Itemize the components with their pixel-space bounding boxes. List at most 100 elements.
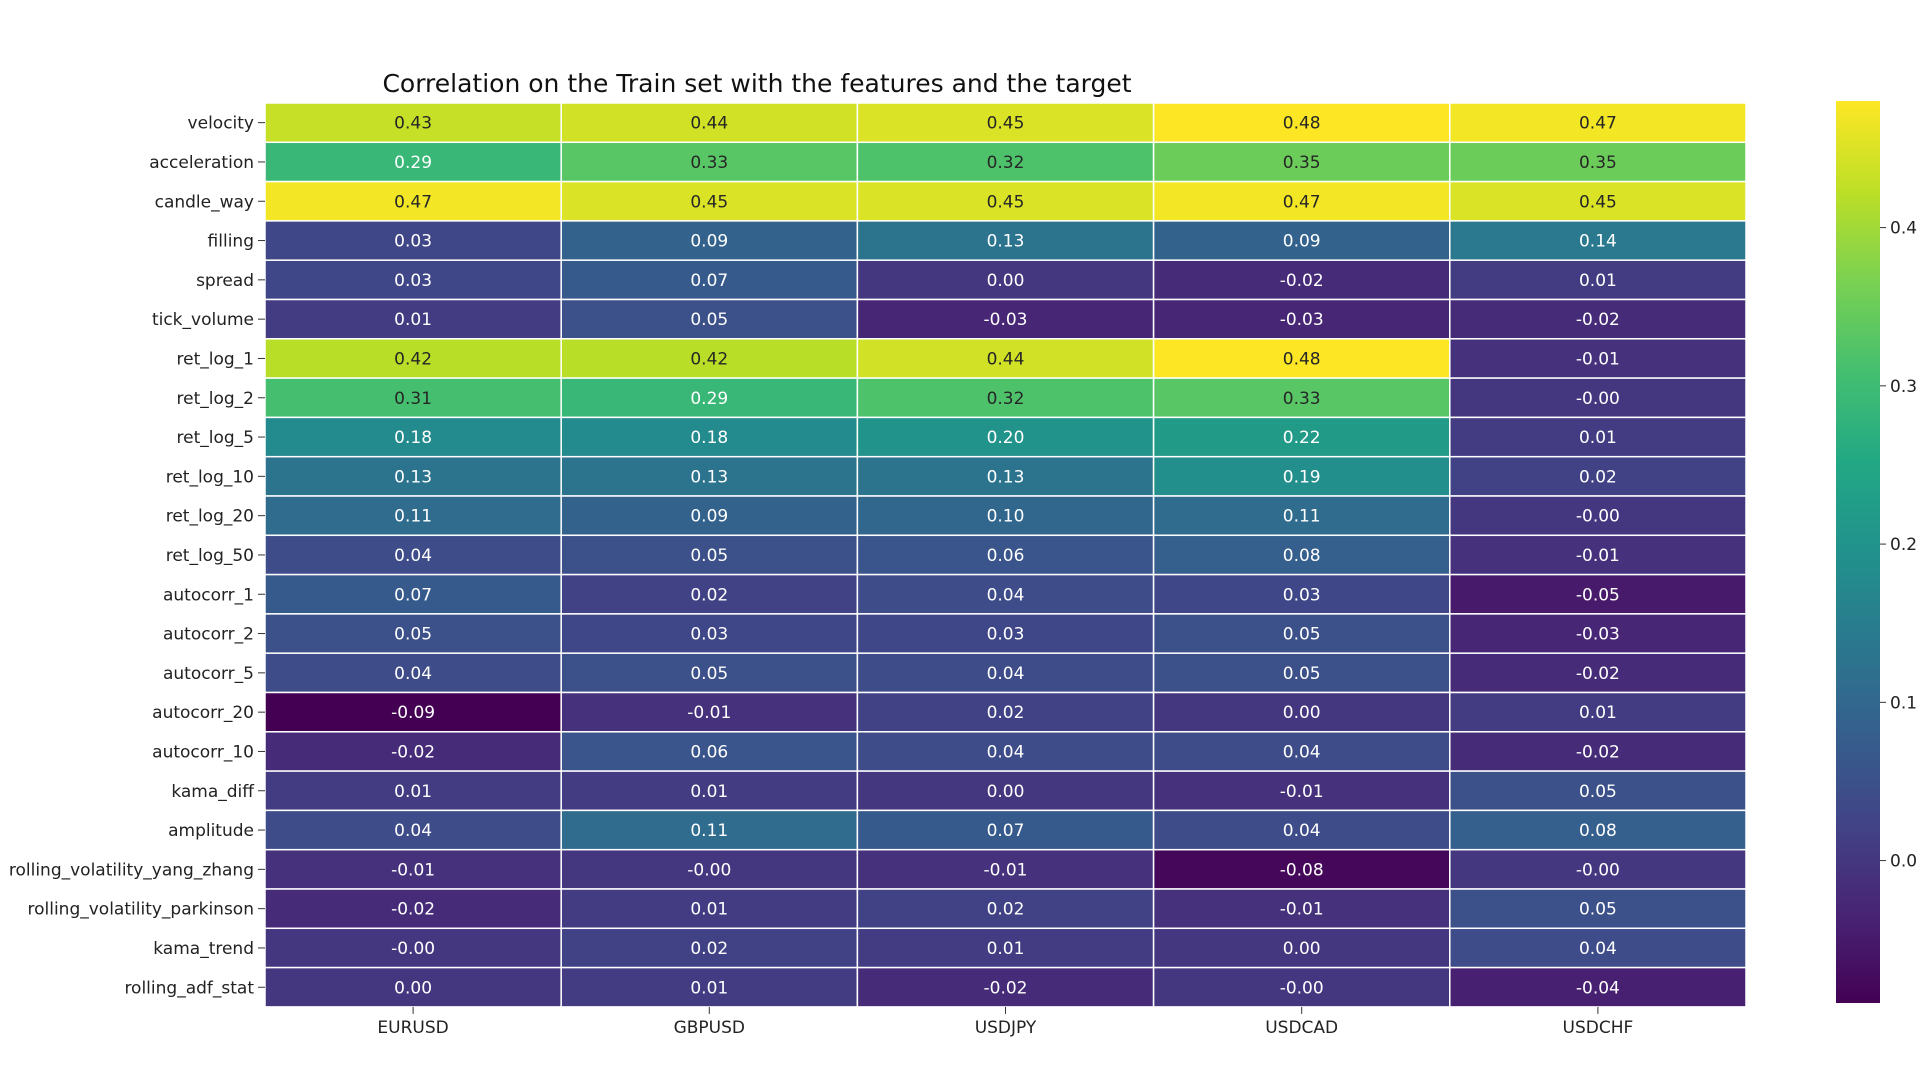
- row-label: filling: [208, 232, 254, 252]
- cell-value-label: 0.14: [1579, 232, 1617, 252]
- heatmap-cell: [560, 652, 859, 694]
- heatmap-cell: [560, 102, 859, 144]
- cell-value-label: 0.00: [987, 271, 1025, 291]
- heatmap-cell: [264, 102, 562, 144]
- heatmap-cell: [1449, 377, 1747, 419]
- heatmap-cell: [560, 298, 859, 340]
- cell-value-label: 0.29: [690, 389, 728, 409]
- heatmap-cell: [264, 338, 562, 379]
- cell-value-label: -0.00: [1280, 978, 1324, 998]
- heatmap-cell: [856, 102, 1155, 144]
- row-label: ret_log_5: [177, 428, 254, 448]
- cell-value-label: 0.45: [1579, 192, 1617, 212]
- cell-value-label: -0.08: [1280, 860, 1324, 880]
- cell-value-label: -0.09: [391, 703, 435, 723]
- cell-value-label: 0.04: [394, 821, 432, 841]
- heatmap-cell: [1152, 848, 1451, 890]
- row-label: ret_log_2: [177, 389, 254, 409]
- row-label: amplitude: [168, 821, 254, 841]
- heatmap-cell: [264, 809, 562, 851]
- cell-value-label: 0.03: [394, 271, 432, 291]
- row-label: candle_way: [155, 192, 254, 212]
- cell-value-label: 0.01: [1579, 703, 1617, 723]
- row-label: autocorr_1: [163, 585, 254, 605]
- column-label: USDCAD: [1265, 1018, 1338, 1038]
- cell-value-label: -0.04: [1576, 978, 1620, 998]
- heatmap-cell: [264, 613, 562, 654]
- heatmap-cell: [1152, 455, 1451, 497]
- cell-value-label: 0.48: [1283, 349, 1321, 369]
- heatmap-cell: [560, 848, 859, 890]
- heatmap-cell: [856, 141, 1155, 183]
- cell-value-label: 0.42: [394, 349, 432, 369]
- cell-value-label: 0.47: [394, 192, 432, 212]
- cell-value-label: 0.33: [1283, 389, 1321, 409]
- heatmap-cell: [560, 770, 859, 812]
- heatmap-cell: [1152, 691, 1451, 733]
- heatmap-cell: [856, 888, 1155, 930]
- cell-value-label: 0.43: [394, 114, 432, 134]
- heatmap-cell: [856, 652, 1155, 694]
- column-label: USDJPY: [975, 1018, 1037, 1038]
- row-label: tick_volume: [152, 310, 254, 330]
- heatmap-cell: [1449, 848, 1747, 890]
- heatmap-cell: [856, 298, 1155, 340]
- heatmap-cell: [856, 613, 1155, 654]
- cell-value-label: 0.07: [394, 585, 432, 605]
- heatmap-cell: [1449, 691, 1747, 733]
- cell-value-label: 0.08: [1579, 821, 1617, 841]
- heatmap-cell: [1449, 416, 1747, 458]
- cell-value-label: -0.02: [984, 978, 1028, 998]
- colorbar-tick-label: 0.2: [1890, 535, 1917, 555]
- cell-value-label: 0.13: [394, 467, 432, 487]
- heatmap-cell: [856, 966, 1155, 1008]
- cell-value-label: 0.05: [690, 310, 728, 330]
- heatmap-cell: [1449, 455, 1747, 497]
- heatmap-cell: [1152, 534, 1451, 576]
- cell-value-label: 0.04: [394, 664, 432, 684]
- cell-value-label: -0.02: [1576, 742, 1620, 762]
- heatmap-cell: [560, 220, 859, 261]
- cell-value-label: 0.10: [987, 507, 1025, 527]
- heatmap-cell: [1449, 652, 1747, 694]
- cell-value-label: 0.13: [690, 467, 728, 487]
- row-label: autocorr_5: [163, 664, 254, 684]
- cell-value-label: 0.02: [987, 900, 1025, 920]
- colorbar-tick-label: 0.1: [1890, 693, 1917, 713]
- colorbar-tick-label: 0.3: [1890, 377, 1917, 397]
- heatmap-cell: [1449, 927, 1747, 969]
- cell-value-label: 0.01: [690, 978, 728, 998]
- cell-value-label: -0.03: [1280, 310, 1324, 330]
- heatmap-cell: [856, 731, 1155, 772]
- heatmap-cell: [856, 848, 1155, 890]
- cell-value-label: 0.32: [987, 153, 1025, 173]
- cell-value-label: 0.06: [987, 546, 1025, 566]
- column-label: EURUSD: [377, 1018, 448, 1038]
- heatmap-cell: [1449, 141, 1747, 183]
- row-label: spread: [196, 271, 254, 291]
- heatmap-cell: [560, 927, 859, 969]
- heatmap-cell: [1449, 613, 1747, 654]
- cell-value-label: -0.01: [1280, 782, 1324, 802]
- cell-value-label: 0.09: [690, 232, 728, 252]
- cell-value-label: 0.45: [987, 192, 1025, 212]
- row-label: ret_log_1: [177, 349, 254, 369]
- cell-value-label: 0.05: [1579, 782, 1617, 802]
- heatmap-cell: [560, 180, 859, 222]
- cell-value-label: 0.44: [690, 114, 728, 134]
- row-label: rolling_adf_stat: [124, 978, 254, 998]
- heatmap-cell: [1152, 613, 1451, 654]
- heatmap-cell: [1152, 731, 1451, 772]
- cell-value-label: 0.04: [987, 585, 1025, 605]
- row-label: ret_log_10: [166, 467, 254, 487]
- cell-value-label: 0.00: [1283, 939, 1321, 959]
- cell-value-label: 0.04: [1283, 821, 1321, 841]
- heatmap-cell: [856, 416, 1155, 458]
- heatmap-cell: [1152, 495, 1451, 537]
- cell-value-label: 0.32: [987, 389, 1025, 409]
- heatmap-cell: [560, 377, 859, 419]
- heatmap-cell: [264, 691, 562, 733]
- heatmap-cell: [1449, 770, 1747, 812]
- heatmap-cell: [264, 377, 562, 419]
